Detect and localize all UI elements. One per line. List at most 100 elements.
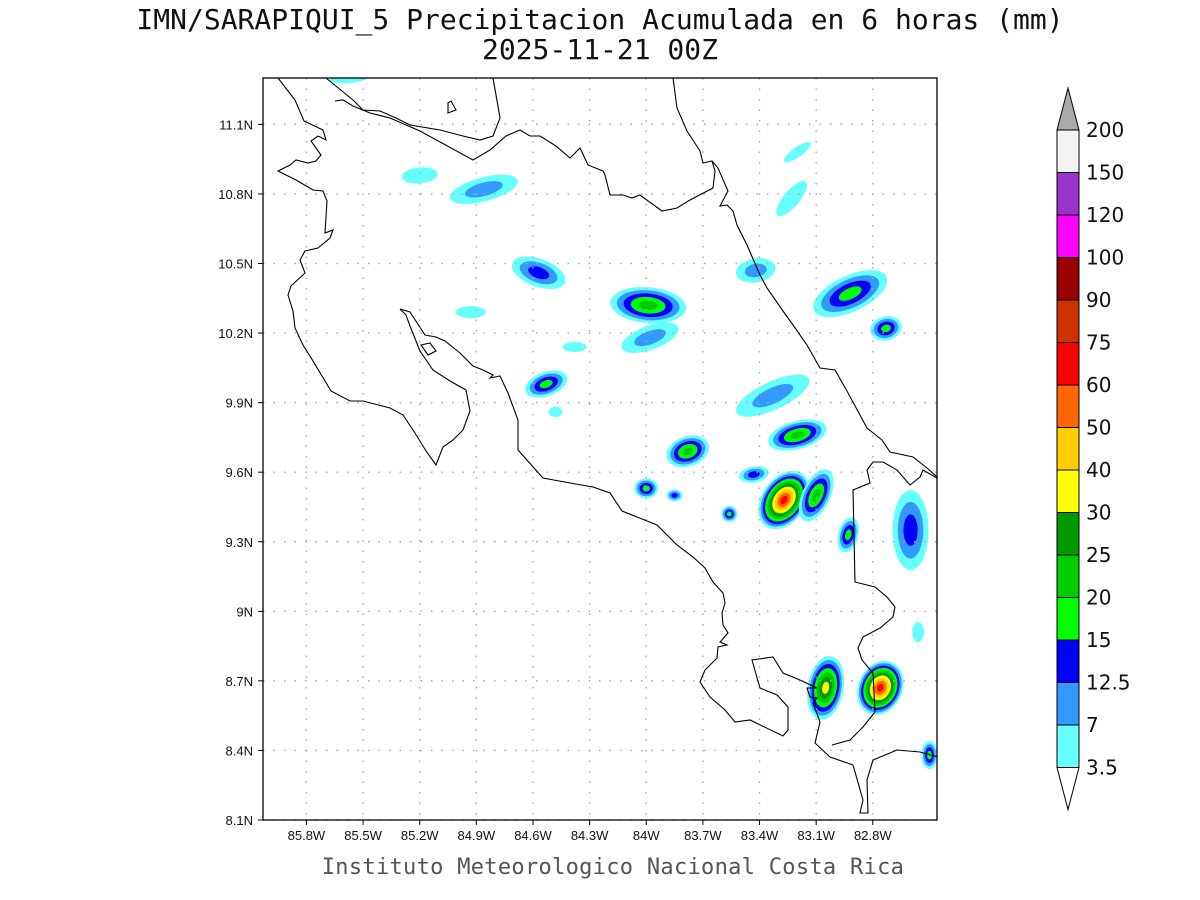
colorbar-label: 3.5: [1086, 756, 1118, 780]
lat-tick-label: 10.2N: [218, 326, 253, 341]
colorbar-label: 75: [1086, 331, 1111, 355]
precip-cell: [621, 322, 679, 353]
coastlines-borders: [276, 78, 937, 814]
precip-contour-20: [789, 431, 805, 440]
precip-cell: [798, 469, 834, 522]
precip-contour-3.5: [401, 167, 438, 184]
precip-cell: [870, 316, 902, 341]
precip-contour-15: [838, 286, 862, 301]
precip-contour-7: [752, 383, 794, 408]
colorbar-label: 12.5: [1086, 671, 1131, 695]
colorbar-swatch: [1056, 639, 1080, 683]
precip-cell: [329, 78, 370, 84]
precip-cell: [525, 370, 568, 398]
colorbar-label: 50: [1086, 416, 1111, 440]
lon-tick-label: 85.5W: [344, 828, 382, 843]
pacific-coast-north: [276, 78, 471, 467]
map-valid-time: 2025-11-21 00Z: [481, 33, 718, 66]
precip-contour-7: [634, 329, 666, 347]
lon-tick-label: 85.8W: [288, 828, 326, 843]
colorbar-label: 60: [1086, 373, 1111, 397]
colorbar-label: 20: [1086, 586, 1111, 610]
precip-contour-3.5: [455, 306, 486, 319]
precip-cell: [783, 142, 811, 163]
colorbar-swatch: [1056, 469, 1080, 513]
precip-cell: [912, 622, 925, 643]
colorbar-swatch: [1056, 724, 1080, 768]
nicaragua-border: [334, 99, 716, 212]
precip-cell: [666, 489, 683, 502]
precip-contour-3.5: [783, 142, 811, 163]
gulf-island: [420, 342, 437, 356]
precip-cell: [736, 374, 810, 417]
map-title: IMN/SARAPIQUI_5 Precipitacion Acumulada …: [136, 3, 1064, 36]
colorbar: 3.5 7 12.5 15 20 25 30 40 50 60 75 90 100 120 150 200: [1056, 86, 1131, 812]
precip-contour-12.5: [671, 493, 678, 498]
colorbar-label: 25: [1086, 543, 1111, 567]
lake-nicaragua-shore: [325, 78, 501, 141]
colorbar-swatch: [1056, 299, 1080, 343]
precip-contour-3.5: [912, 622, 925, 643]
lon-tick-label: 84.6W: [514, 828, 552, 843]
precip-cell: [735, 258, 776, 283]
colorbar-swatch: [1056, 682, 1080, 726]
precip-contour-15: [726, 511, 732, 517]
precip-cell: [813, 270, 888, 318]
graticule: [263, 78, 937, 821]
colorbar-swatch: [1056, 129, 1080, 173]
precip-cell: [739, 466, 769, 483]
colorbar-label: 30: [1086, 501, 1111, 525]
map-frame: [262, 77, 938, 821]
precip-contour-7: [744, 263, 767, 278]
precip-contour-3.5: [548, 406, 563, 417]
lon-tick-label: 82.8W: [854, 828, 892, 843]
lat-tick-label: 8.1N: [226, 813, 253, 828]
precip-cell: [807, 656, 845, 720]
precip-contour-60: [780, 495, 788, 505]
lon-tick-label: 83.4W: [741, 828, 779, 843]
colorbar-label: 150: [1086, 161, 1124, 185]
precip-cell: [666, 435, 710, 468]
precip-contour-3.5: [329, 78, 370, 84]
lon-tick-label: 84.3W: [571, 828, 609, 843]
colorbar-label: 7: [1086, 713, 1099, 737]
colorbar-label: 90: [1086, 288, 1111, 312]
precip-contour-20: [811, 488, 821, 503]
colorbar-swatch: [1056, 214, 1080, 258]
precip-cell: [892, 490, 929, 571]
colorbar-under-triangle: [1056, 767, 1080, 812]
colorbar-swatch: [1056, 384, 1080, 428]
colorbar-swatch: [1056, 172, 1080, 216]
precip-contour-60: [877, 684, 884, 692]
precip-cell: [401, 167, 438, 184]
precip-contour-3.5: [776, 180, 808, 217]
colorbar-label: 40: [1086, 458, 1111, 482]
precip-cell: [511, 256, 566, 290]
lat-tick-label: 9.9N: [226, 396, 253, 411]
lon-tick-label: 83.1W: [797, 828, 835, 843]
axis-ticks: 85.8W 85.5W 85.2W 84.9W 84.6W 84.3W 84W 83.7W 83…: [218, 117, 892, 843]
precip-contour-30: [822, 681, 830, 694]
colorbar-label: 120: [1086, 203, 1124, 227]
precip-cell: [562, 341, 587, 352]
colorbar-over-triangle: [1056, 86, 1080, 131]
colorbar-swatch: [1056, 427, 1080, 471]
lat-tick-label: 9.6N: [226, 465, 253, 480]
lat-tick-label: 8.7N: [226, 674, 253, 689]
lon-tick-label: 84.9W: [458, 828, 496, 843]
precipitation-field: [329, 78, 937, 770]
precip-cell: [449, 174, 518, 205]
lon-tick-label: 85.2W: [401, 828, 439, 843]
colorbar-swatch: [1056, 342, 1080, 386]
lat-tick-label: 9.3N: [226, 535, 253, 550]
precip-contour-12.5: [528, 266, 550, 280]
lat-tick-label: 10.8N: [218, 187, 253, 202]
caribbean-coast: [672, 78, 937, 478]
precip-cell: [776, 180, 808, 217]
precip-cell: [610, 287, 687, 324]
colorbar-label: 200: [1086, 118, 1124, 142]
precip-contour-3.5: [562, 341, 587, 352]
lat-tick-label: 9N: [236, 604, 253, 619]
precip-cell: [548, 406, 563, 417]
